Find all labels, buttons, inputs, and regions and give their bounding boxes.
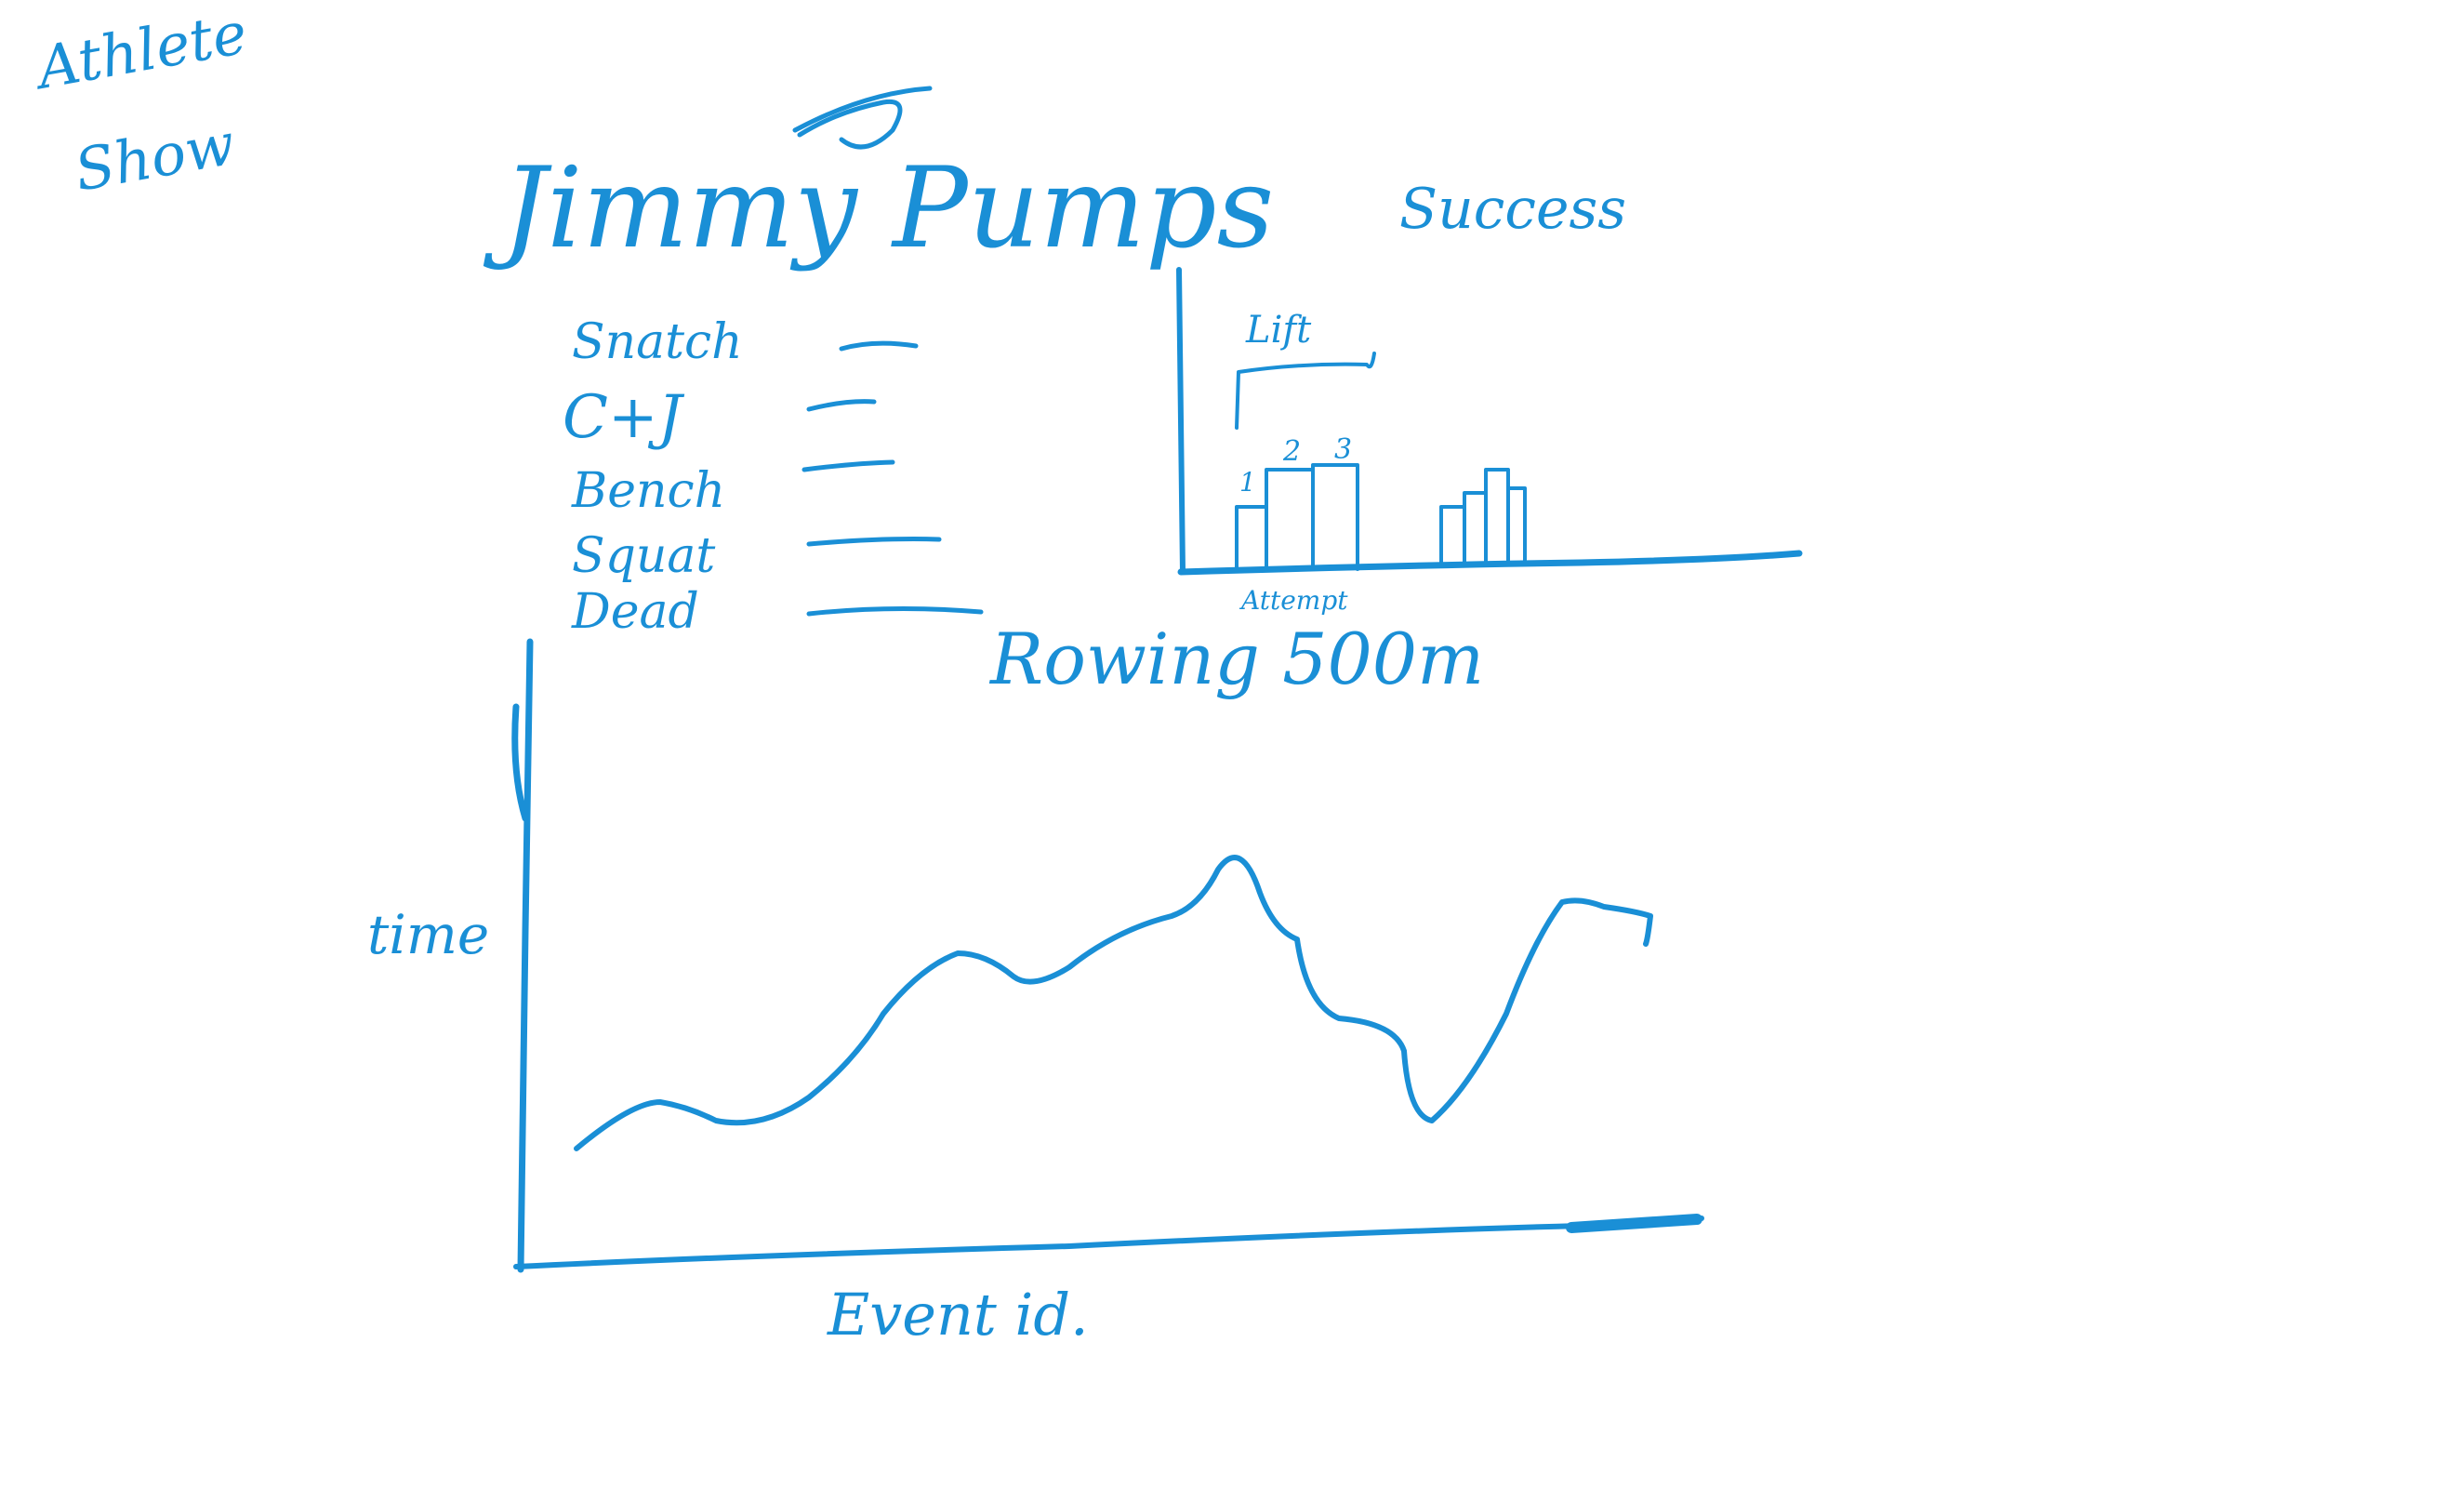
x-axis-end-mark <box>1566 1214 1702 1233</box>
lift-row: Bench <box>571 459 895 519</box>
lift-label: Snatch <box>572 314 743 370</box>
lift-label: Squat <box>572 528 715 584</box>
page-title-line1: Athlete <box>28 0 252 103</box>
success-bar <box>1235 505 1268 571</box>
success-bar <box>1439 505 1466 565</box>
success-chart: Success Lift 1 2 3 Attempt <box>1176 177 1803 616</box>
lift-label: C+J <box>563 383 685 452</box>
lift-value-line <box>806 605 984 617</box>
success-bar <box>1311 463 1359 571</box>
lift-row: Dead <box>571 584 984 640</box>
success-x-label: Attempt <box>1239 585 1348 616</box>
success-bar <box>1265 468 1315 571</box>
time-series-line <box>574 855 1653 1151</box>
lift-group-bracket <box>1235 352 1376 430</box>
success-x-axis <box>1177 550 1803 576</box>
attempt-label: 2 <box>1282 435 1301 468</box>
success-bar <box>1463 491 1488 565</box>
lift-list: Snatch C+J Bench Squat Dead <box>563 314 984 640</box>
success-bar <box>1484 468 1510 565</box>
time-x-axis <box>513 1216 1704 1269</box>
attempt-label: 3 <box>1334 433 1352 466</box>
lift-row: Squat <box>572 528 942 584</box>
time-x-label: Event id. <box>827 1281 1089 1348</box>
success-chart-title: Success <box>1399 177 1626 242</box>
rowing-label: Rowing 500m <box>988 618 1484 700</box>
lift-value-line <box>801 459 895 472</box>
success-bar <box>1506 486 1527 565</box>
success-y-axis <box>1176 267 1186 575</box>
lift-label: Dead <box>571 584 699 640</box>
name-flourish <box>792 86 933 150</box>
lift-group-label: Lift <box>1245 309 1312 352</box>
athlete-name: Jimmy Pumps <box>483 144 1274 273</box>
time-y-label: time <box>367 903 489 966</box>
attempt-label: 1 <box>1239 467 1256 498</box>
page-title-line2: Show <box>70 110 240 205</box>
lift-row: Snatch <box>572 314 919 370</box>
time-chart: time Event id. <box>367 638 1704 1348</box>
lift-row: C+J <box>563 383 877 452</box>
lift-value-line <box>806 537 942 547</box>
lift-label: Bench <box>571 463 725 519</box>
lift-value-line <box>839 340 919 352</box>
lift-value-line <box>806 399 877 412</box>
time-y-axis <box>511 638 534 1273</box>
